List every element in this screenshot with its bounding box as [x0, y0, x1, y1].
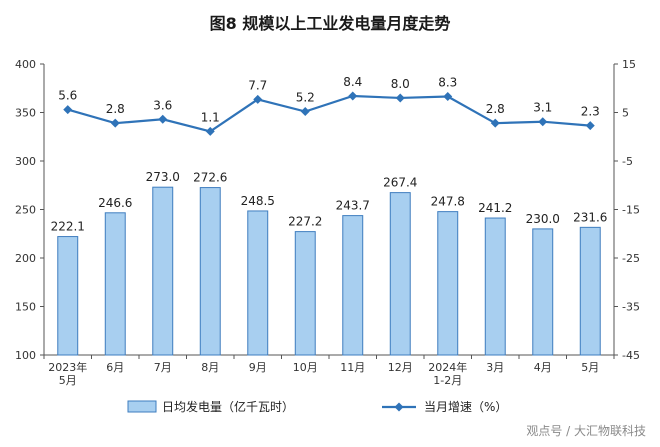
- bar: [389, 192, 411, 356]
- line-data-label: 8.4: [343, 75, 362, 89]
- line-point: [158, 114, 168, 124]
- line-point: [443, 91, 453, 101]
- bar: [294, 231, 316, 356]
- left-axis-tick-label: 200: [15, 252, 36, 265]
- line-point: [253, 94, 263, 104]
- chart-title: 图8 规模以上工业发电量月度走势: [209, 14, 451, 33]
- bar-data-label: 222.1: [51, 220, 85, 234]
- bar: [57, 236, 79, 356]
- bar-data-label: 247.8: [431, 195, 465, 209]
- bar-data-label: 230.0: [526, 212, 560, 226]
- line-data-label: 5.2: [296, 91, 315, 105]
- bar-data-label: 272.6: [193, 171, 227, 185]
- line-data-label: 3.1: [533, 101, 552, 115]
- line-point: [395, 93, 405, 103]
- left-axis-tick-label: 350: [15, 107, 36, 120]
- x-axis-tick-label: 2023年: [48, 360, 87, 374]
- right-axis-tick-label: -45: [622, 349, 640, 362]
- legend-line-marker: [394, 402, 404, 412]
- bar: [104, 212, 126, 356]
- right-axis-tick-label: -35: [622, 301, 640, 314]
- growth-line: [67, 94, 591, 133]
- bar-data-label: 241.2: [478, 201, 512, 215]
- line-point: [585, 121, 595, 131]
- x-axis-tick-label: 5月: [59, 374, 77, 387]
- legend-line-label: 当月增速（%）: [424, 400, 507, 414]
- bar-data-label: 248.5: [241, 194, 275, 208]
- bar-data-label: 273.0: [146, 170, 180, 184]
- x-axis-tick-label: 3月: [486, 361, 504, 374]
- watermark: 观点号 / 大汇物联科技: [526, 424, 646, 438]
- right-axis-tick-label: -25: [622, 252, 640, 265]
- line-point: [490, 118, 500, 128]
- line-point: [110, 118, 120, 128]
- left-axis-tick-label: 100: [15, 349, 36, 362]
- line-point: [348, 91, 358, 101]
- x-axis-tick-label: 12月: [388, 361, 413, 374]
- bar: [342, 215, 364, 356]
- line-data-label: 7.7: [248, 78, 267, 92]
- bar-data-label: 231.6: [573, 210, 607, 224]
- line-data-label: 2.3: [581, 105, 600, 119]
- right-axis-tick-label: -15: [622, 204, 640, 217]
- line-data-label: 5.6: [58, 89, 77, 103]
- left-axis-tick-label: 400: [15, 58, 36, 71]
- left-axis-tick-label: 150: [15, 301, 36, 314]
- line-data-label: 8.3: [438, 75, 457, 89]
- bar-data-label: 246.6: [98, 196, 132, 210]
- legend-bar-label: 日均发电量（亿千瓦时）: [162, 399, 294, 414]
- legend-bar-swatch: [127, 400, 157, 413]
- line-data-label: 1.1: [201, 110, 220, 124]
- line-point: [205, 126, 215, 136]
- right-axis-tick-label: 5: [622, 107, 629, 120]
- right-axis-tick-label: -5: [622, 155, 633, 168]
- bar: [199, 187, 221, 356]
- left-axis-tick-label: 300: [15, 155, 36, 168]
- line-data-label: 2.8: [106, 102, 125, 116]
- bar: [247, 210, 269, 356]
- right-axis-tick-label: 15: [622, 58, 636, 71]
- line-data-label: 3.6: [153, 98, 172, 112]
- bar-data-label: 243.7: [336, 199, 370, 213]
- line-point: [538, 117, 548, 127]
- left-axis-tick-label: 250: [15, 204, 36, 217]
- x-axis-tick-label: 7月: [154, 361, 172, 374]
- line-data-label: 2.8: [486, 102, 505, 116]
- bar: [484, 217, 506, 356]
- bar: [579, 226, 601, 356]
- line-point: [63, 105, 73, 115]
- bar-data-label: 227.2: [288, 215, 322, 229]
- bar: [152, 186, 174, 356]
- x-axis-tick-label: 1-2月: [433, 374, 462, 387]
- bar: [532, 228, 554, 356]
- x-axis-tick-label: 4月: [534, 361, 552, 374]
- x-axis-tick-label: 8月: [201, 361, 219, 374]
- line-data-label: 8.0: [391, 77, 410, 91]
- x-axis-tick-label: 2024年: [428, 360, 467, 374]
- x-axis-tick-label: 10月: [293, 361, 318, 374]
- x-axis-tick-label: 6月: [106, 361, 124, 374]
- x-axis-tick-label: 5月: [581, 361, 599, 374]
- x-axis-tick-label: 9月: [249, 361, 267, 374]
- bar-data-label: 267.4: [383, 176, 417, 190]
- x-axis-tick-label: 11月: [340, 361, 365, 374]
- bar: [437, 211, 459, 356]
- line-point: [300, 107, 310, 117]
